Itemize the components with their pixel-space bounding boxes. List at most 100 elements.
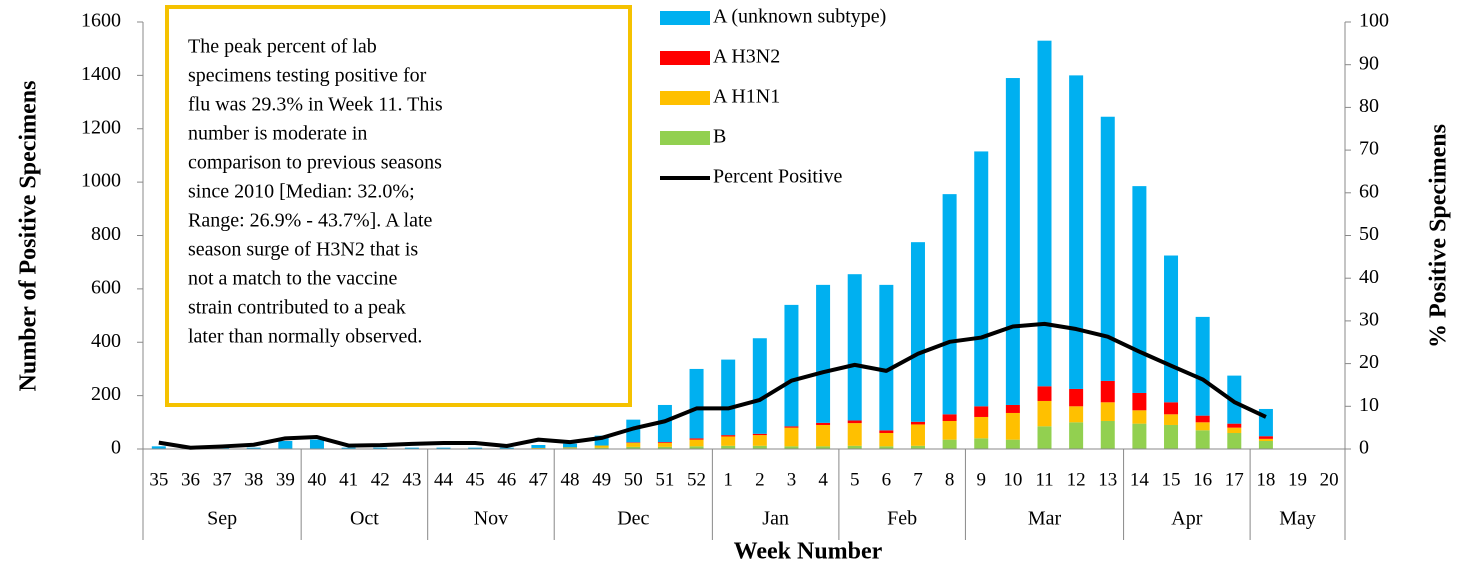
y-tick-label: 1400	[81, 63, 121, 85]
y2-axis-title: % Positive Specimens	[1426, 124, 1452, 348]
bar-segment	[1069, 75, 1084, 389]
y2-tick-label: 70	[1359, 138, 1379, 160]
bar-segment	[752, 338, 767, 434]
y2-tick-label: 40	[1359, 266, 1379, 288]
x-tick-label: 7	[913, 469, 923, 490]
bar-segment	[1100, 420, 1115, 449]
x-group-label: Nov	[474, 508, 508, 530]
bar-segment	[974, 151, 989, 407]
x-tick-label: 6	[882, 469, 892, 490]
y2-tick-label: 20	[1359, 351, 1379, 373]
x-tick-label: 43	[402, 469, 421, 490]
x-tick-label: 51	[655, 469, 674, 490]
x-tick-label: 19	[1288, 469, 1307, 490]
bar-segment	[594, 447, 609, 449]
annotation-line: Range: 26.9% - 43.7%]. A late	[188, 210, 433, 232]
bar-segment	[1132, 392, 1147, 411]
y-tick-label: 1000	[81, 170, 121, 192]
annotation-line: number is moderate in	[188, 123, 367, 145]
y2-tick-label: 10	[1359, 394, 1379, 416]
bar-segment	[1227, 427, 1242, 433]
bar-segment	[974, 438, 989, 449]
bar-segment	[689, 368, 704, 439]
bar-segment	[721, 436, 736, 446]
bar-segment	[1164, 414, 1179, 425]
x-axis-title: Week Number	[734, 539, 883, 565]
y-tick-label: 1200	[81, 116, 121, 138]
bar-segment	[246, 447, 261, 449]
bar-segment	[942, 420, 957, 440]
x-tick-label: 18	[1256, 469, 1275, 490]
x-tick-label: 5	[850, 469, 860, 490]
bar-segment	[657, 442, 672, 443]
bar-segment	[1164, 255, 1179, 403]
bar-segment	[499, 447, 514, 449]
bar-segment	[531, 447, 546, 449]
bar-segment	[784, 427, 799, 447]
bar-segment	[1195, 430, 1210, 449]
bar-segment	[563, 443, 578, 448]
x-tick-label: 10	[1003, 469, 1022, 490]
bar-segment	[309, 439, 324, 449]
annotation-line: not a match to the vaccine	[188, 268, 397, 290]
bar-segment	[626, 446, 641, 449]
bar-segment	[1037, 400, 1052, 427]
bar-segment	[942, 194, 957, 415]
legend-label: A H1N1	[713, 86, 780, 108]
y2-tick-label: 100	[1359, 10, 1389, 32]
y2-tick-label: 80	[1359, 95, 1379, 117]
bar-segment	[1195, 415, 1210, 423]
bar-segment	[752, 433, 767, 436]
bar-segment	[1164, 424, 1179, 449]
legend-swatch	[660, 51, 710, 65]
annotation-line: specimens testing positive for	[188, 65, 427, 87]
bar-segment	[1132, 186, 1147, 393]
x-group-label: Mar	[1028, 508, 1062, 530]
bar-segment	[626, 442, 641, 443]
x-tick-label: 3	[787, 469, 797, 490]
x-tick-label: 14	[1130, 469, 1150, 490]
x-tick-label: 12	[1067, 469, 1086, 490]
annotation-line: season surge of H3N2 that is	[188, 239, 418, 261]
x-group-label: Dec	[617, 508, 649, 530]
x-group-label: Apr	[1171, 508, 1202, 530]
y2-tick-label: 0	[1359, 437, 1369, 459]
bar-segment	[784, 304, 799, 427]
bar-segment	[689, 439, 704, 447]
x-tick-label: 48	[561, 469, 580, 490]
bar-segment	[847, 274, 862, 421]
bar-segment	[689, 446, 704, 449]
x-tick-label: 40	[307, 469, 326, 490]
legend-label: A H3N2	[713, 46, 780, 68]
annotation-line: since 2010 [Median: 32.0%;	[188, 181, 415, 203]
x-tick-label: 1	[723, 469, 733, 490]
x-group-label: Feb	[887, 508, 917, 530]
y-tick-label: 600	[91, 276, 121, 298]
bar-segment	[721, 445, 736, 449]
bar-segment	[1037, 386, 1052, 401]
bar-segment	[721, 435, 736, 437]
x-tick-label: 36	[181, 469, 200, 490]
bar-segment	[1258, 440, 1273, 449]
x-tick-label: 35	[149, 469, 168, 490]
legend-label: Percent Positive	[713, 166, 843, 188]
y-tick-label: 400	[91, 330, 121, 352]
y-axis-title: Number of Positive Specimens	[16, 81, 42, 392]
bar-segment	[1227, 423, 1242, 428]
bar-segment	[278, 440, 293, 449]
bar-segment	[531, 444, 546, 448]
bar-segment	[879, 430, 894, 433]
bar-segment	[1069, 406, 1084, 423]
bar-segment	[816, 284, 831, 423]
bar-segment	[657, 442, 672, 447]
bar-segment	[657, 446, 672, 449]
bar-segment	[1164, 402, 1179, 415]
bar-segment	[1005, 439, 1020, 449]
bar-segment	[1037, 40, 1052, 387]
bar-segment	[1069, 388, 1084, 407]
x-tick-label: 45	[466, 469, 485, 490]
annotation-line: strain contributed to a peak	[188, 297, 406, 319]
bar-segment	[1132, 423, 1147, 449]
bar-segment	[1195, 422, 1210, 431]
x-tick-label: 9	[976, 469, 986, 490]
